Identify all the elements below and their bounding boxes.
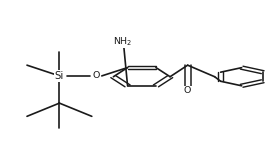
Text: O: O	[92, 71, 100, 80]
Text: NH$_2$: NH$_2$	[113, 35, 133, 48]
Text: O: O	[184, 86, 191, 95]
Text: Si: Si	[55, 71, 64, 81]
